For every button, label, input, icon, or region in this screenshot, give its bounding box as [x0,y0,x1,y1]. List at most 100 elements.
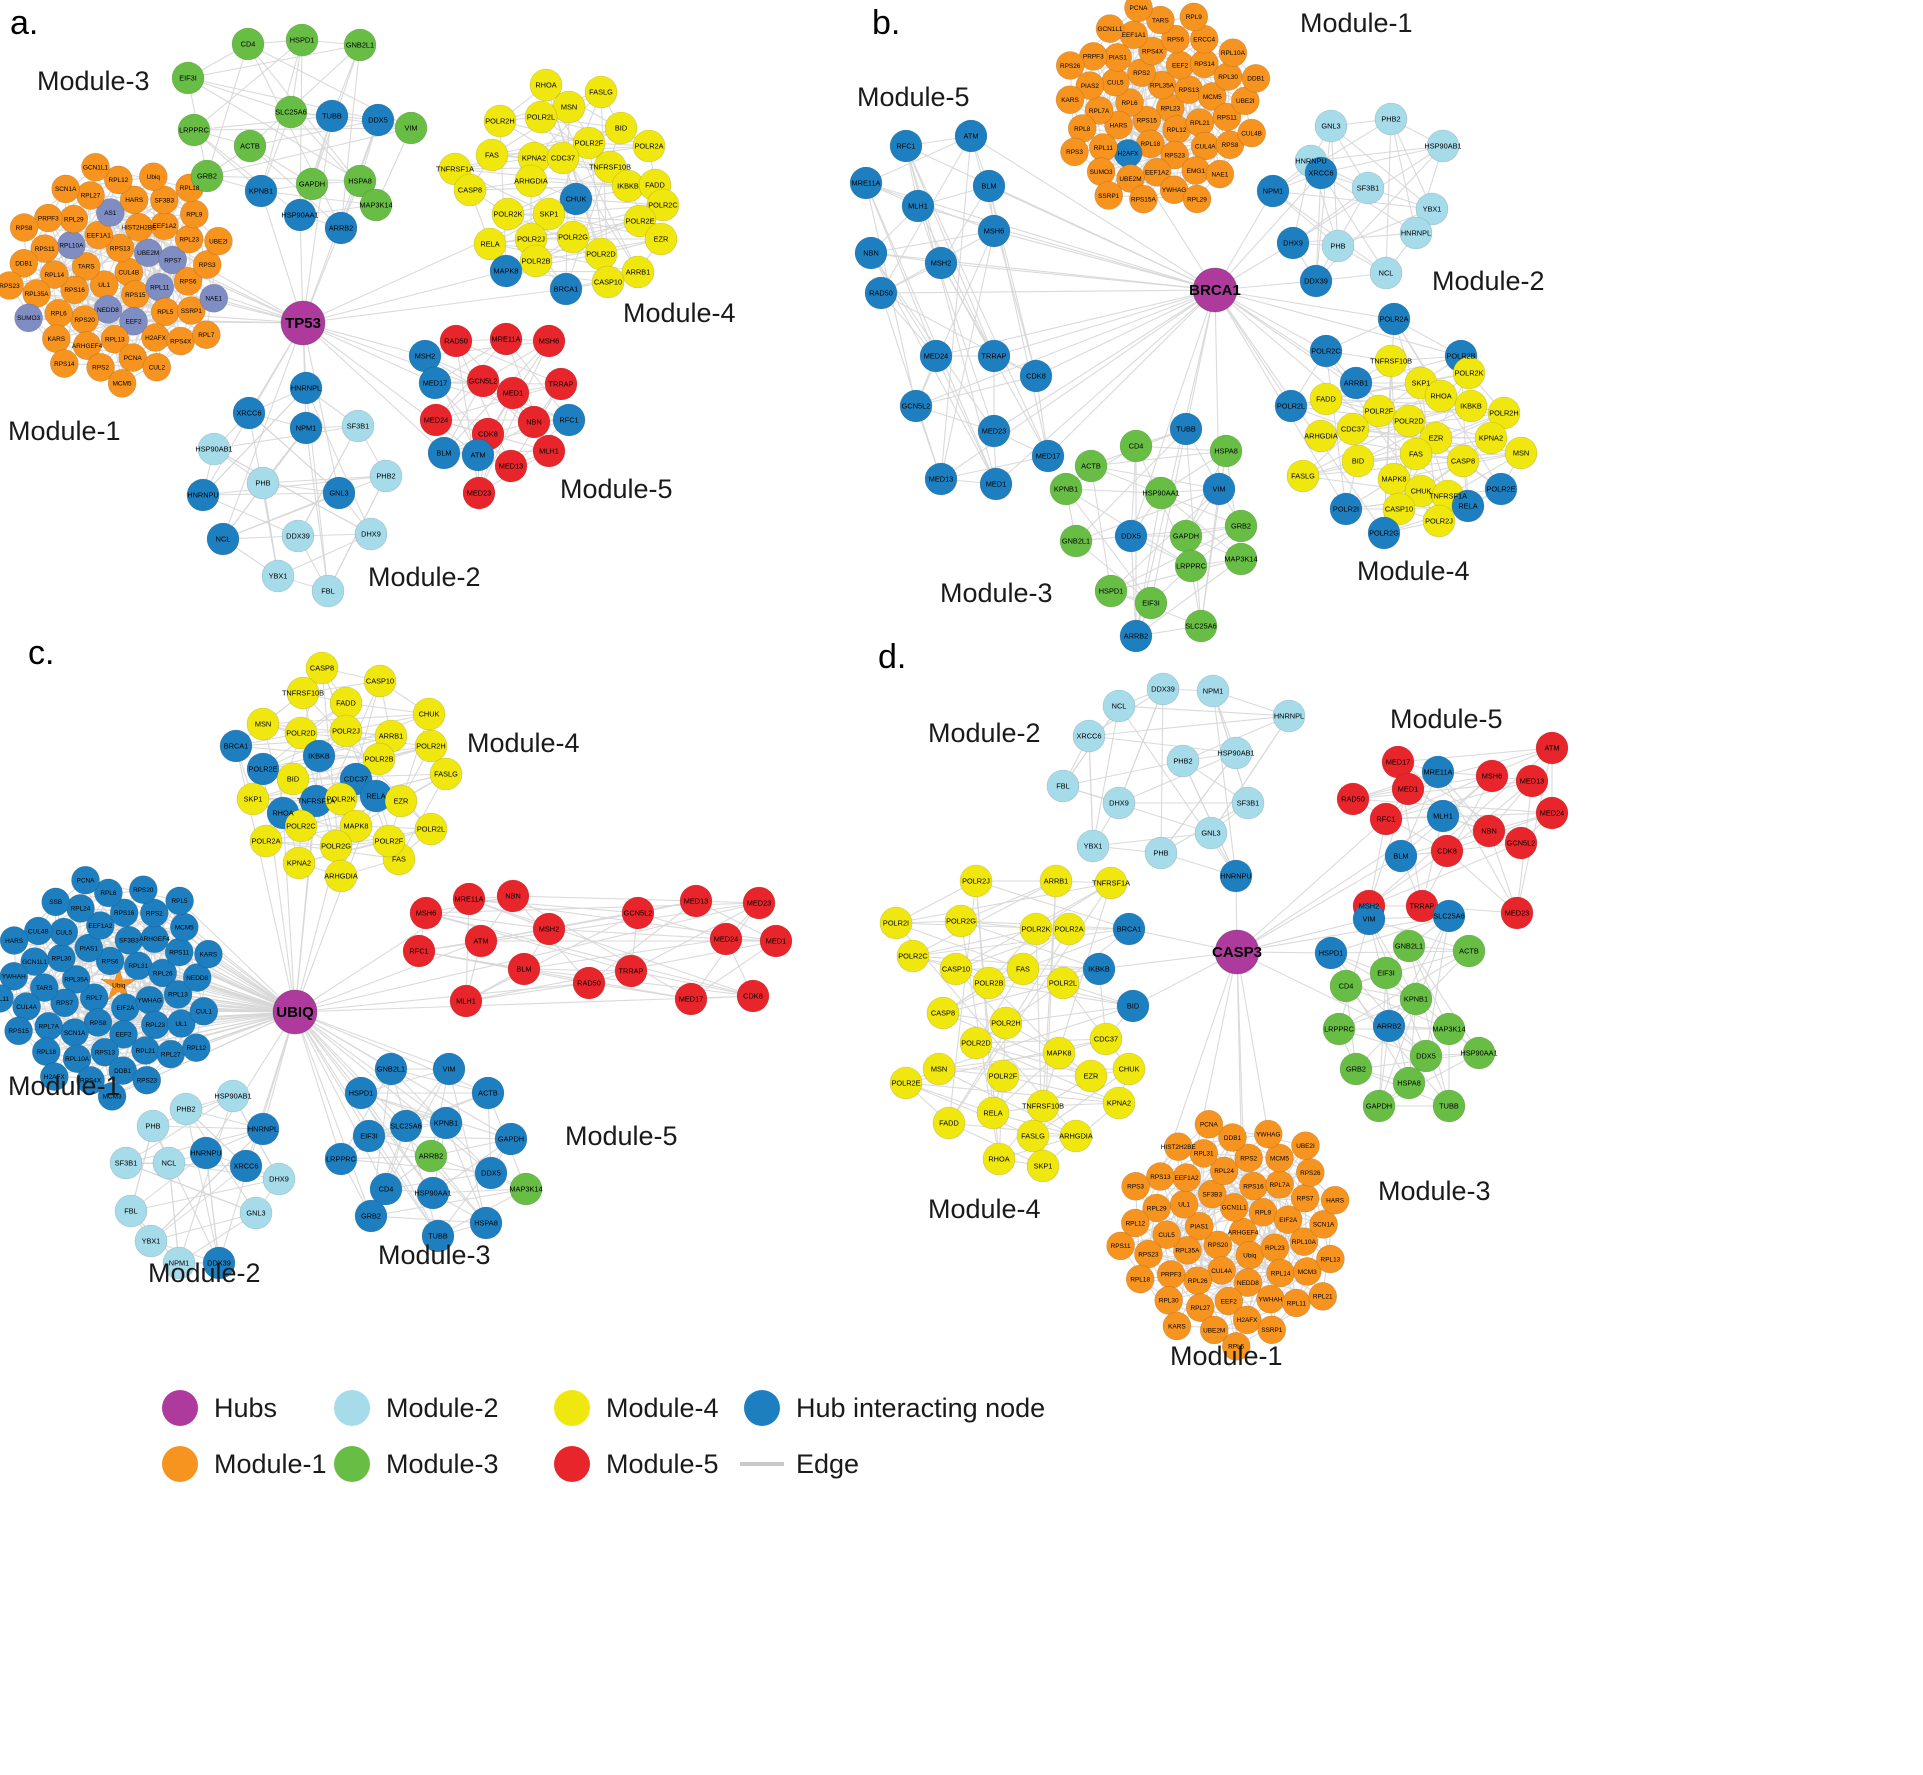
network-node [233,129,267,163]
module-label: Module-5 [857,82,970,112]
network-node [1265,1143,1294,1173]
network-node [489,254,523,288]
network-node [86,911,115,940]
network-node [1046,769,1080,803]
node-label: RPS15A [1131,197,1156,204]
edge [294,982,590,1013]
node-label: BLM [516,964,531,973]
network-node [924,462,958,496]
network-node [849,166,883,200]
node-label: MAPK8 [1047,1048,1072,1057]
network-node [494,449,528,483]
network-node [621,255,655,289]
node-label: POLR2J [332,726,360,735]
network-node [453,173,487,207]
network-node [186,478,220,512]
network-node [1046,966,1080,1000]
node-label: TARS [78,264,95,271]
node-label: DHX9 [269,1174,289,1183]
node-label: RPL27 [161,1051,181,1058]
edge [455,340,512,467]
network-node [977,214,1011,248]
edge [1408,945,1450,1107]
network-node [1207,1256,1236,1285]
node-label: RPS8 [16,225,33,232]
node-label: CHUK [566,194,587,203]
network-node [1142,1193,1171,1223]
node-label: RPL30 [1218,74,1238,81]
network-node [1399,216,1433,250]
edge [870,230,995,254]
network-node [384,784,418,818]
network-node [418,366,452,400]
network-node [1474,421,1508,455]
node-label: GAPDH [1173,531,1199,540]
network-node [114,1194,148,1228]
network-node [359,188,393,222]
edge [340,44,361,229]
edge [302,322,340,494]
network-node [1059,524,1093,558]
network-node [232,396,266,430]
network-node [1006,952,1040,986]
node-label: MLH1 [908,201,928,210]
node-label: YWHAG [1162,187,1186,194]
node-label: FAS [392,854,406,863]
node-label: POLR2G [1369,528,1399,537]
network-node [177,296,206,325]
node-label: YBX1 [1423,204,1442,213]
edge [468,898,639,914]
node-label: LRPPRC [1176,561,1207,570]
edge [1118,752,1237,804]
edge [294,1011,407,1127]
node-label: RPL9 [1255,1210,1272,1217]
edge [318,713,430,757]
node-label: PCNA [1200,1122,1219,1129]
node-label: POLR2A [634,141,663,150]
network-node [1209,434,1243,468]
network-node [1212,102,1242,132]
node-label: BID [1127,1001,1139,1010]
network-node [283,198,317,232]
node-label: RPL31 [128,963,148,970]
node-label: RHOA [272,808,293,817]
node-label: PHB [145,1121,160,1130]
network-node [1241,64,1271,93]
node-label: MSH2 [931,258,951,267]
node-label: POLR2E [248,764,277,773]
node-label: RPL7 [198,332,215,339]
node-label: POLR2H [485,116,514,125]
node-label: DDB1 [15,261,33,268]
edge [206,175,361,182]
node-label: HNRNPU [1295,156,1326,165]
edge [1368,842,1522,907]
network-node [429,1106,463,1140]
network-node [623,204,657,238]
edge [1092,832,1212,847]
network-node [1321,229,1355,263]
network-node [1274,389,1308,423]
node-label: DHX9 [1109,798,1129,807]
network-node [604,111,638,145]
node-label: NEDD8 [1237,1280,1259,1287]
network-node [1314,109,1348,143]
network-node [549,272,583,306]
node-label: CUL4B [1241,130,1262,137]
edge [205,1011,296,1154]
node-label: GNB2L1 [1395,941,1423,950]
network-node [285,23,319,57]
node-label: LRPPRC [1324,1024,1355,1033]
node-label: BID [1352,456,1364,465]
network-node [324,859,358,893]
network-node [1309,334,1343,368]
edge [468,898,754,997]
network-node [1199,1315,1229,1345]
node-label: RPS4X [170,338,192,345]
network-node [352,1119,386,1153]
network-node [402,934,436,968]
edge [1135,558,1242,637]
edge [179,900,296,1013]
node-label: HSP90AA1 [281,210,318,219]
edge [202,494,299,537]
edge [512,895,697,902]
